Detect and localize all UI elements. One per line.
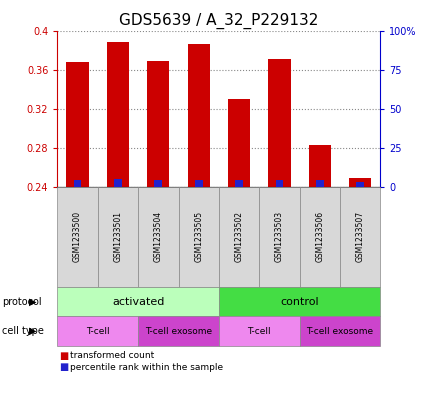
Bar: [275, 180, 283, 187]
Text: T-cell: T-cell: [247, 327, 271, 336]
Text: percentile rank within the sample: percentile rank within the sample: [70, 363, 223, 372]
Text: transformed count: transformed count: [70, 351, 154, 360]
Bar: [316, 180, 324, 187]
Text: ■: ■: [60, 351, 69, 361]
Text: control: control: [280, 297, 319, 307]
Text: T-cell: T-cell: [86, 327, 110, 336]
Text: activated: activated: [112, 297, 164, 307]
Bar: [187, 44, 210, 187]
Bar: [107, 42, 129, 187]
Text: cell type: cell type: [2, 326, 44, 336]
Text: ■: ■: [60, 362, 69, 373]
Bar: [228, 99, 250, 187]
Text: ▶: ▶: [29, 326, 37, 336]
Text: GSM1233507: GSM1233507: [356, 211, 365, 263]
Bar: [114, 179, 122, 187]
Bar: [154, 180, 162, 187]
Bar: [74, 180, 82, 187]
Bar: [235, 180, 243, 187]
Text: GSM1233500: GSM1233500: [73, 211, 82, 263]
Text: T-cell exosome: T-cell exosome: [145, 327, 212, 336]
Title: GDS5639 / A_32_P229132: GDS5639 / A_32_P229132: [119, 13, 319, 29]
Text: GSM1233506: GSM1233506: [315, 211, 324, 263]
Text: GSM1233503: GSM1233503: [275, 211, 284, 263]
Text: GSM1233502: GSM1233502: [235, 211, 244, 262]
Text: GSM1233504: GSM1233504: [154, 211, 163, 263]
Bar: [195, 180, 203, 187]
Bar: [66, 62, 89, 187]
Text: protocol: protocol: [2, 297, 42, 307]
Text: GSM1233505: GSM1233505: [194, 211, 203, 263]
Bar: [356, 182, 364, 187]
Text: GSM1233501: GSM1233501: [113, 211, 122, 262]
Bar: [309, 145, 331, 187]
Bar: [147, 61, 170, 187]
Text: ▶: ▶: [29, 297, 37, 307]
Text: T-cell exosome: T-cell exosome: [306, 327, 374, 336]
Bar: [349, 178, 371, 187]
Bar: [268, 59, 291, 187]
